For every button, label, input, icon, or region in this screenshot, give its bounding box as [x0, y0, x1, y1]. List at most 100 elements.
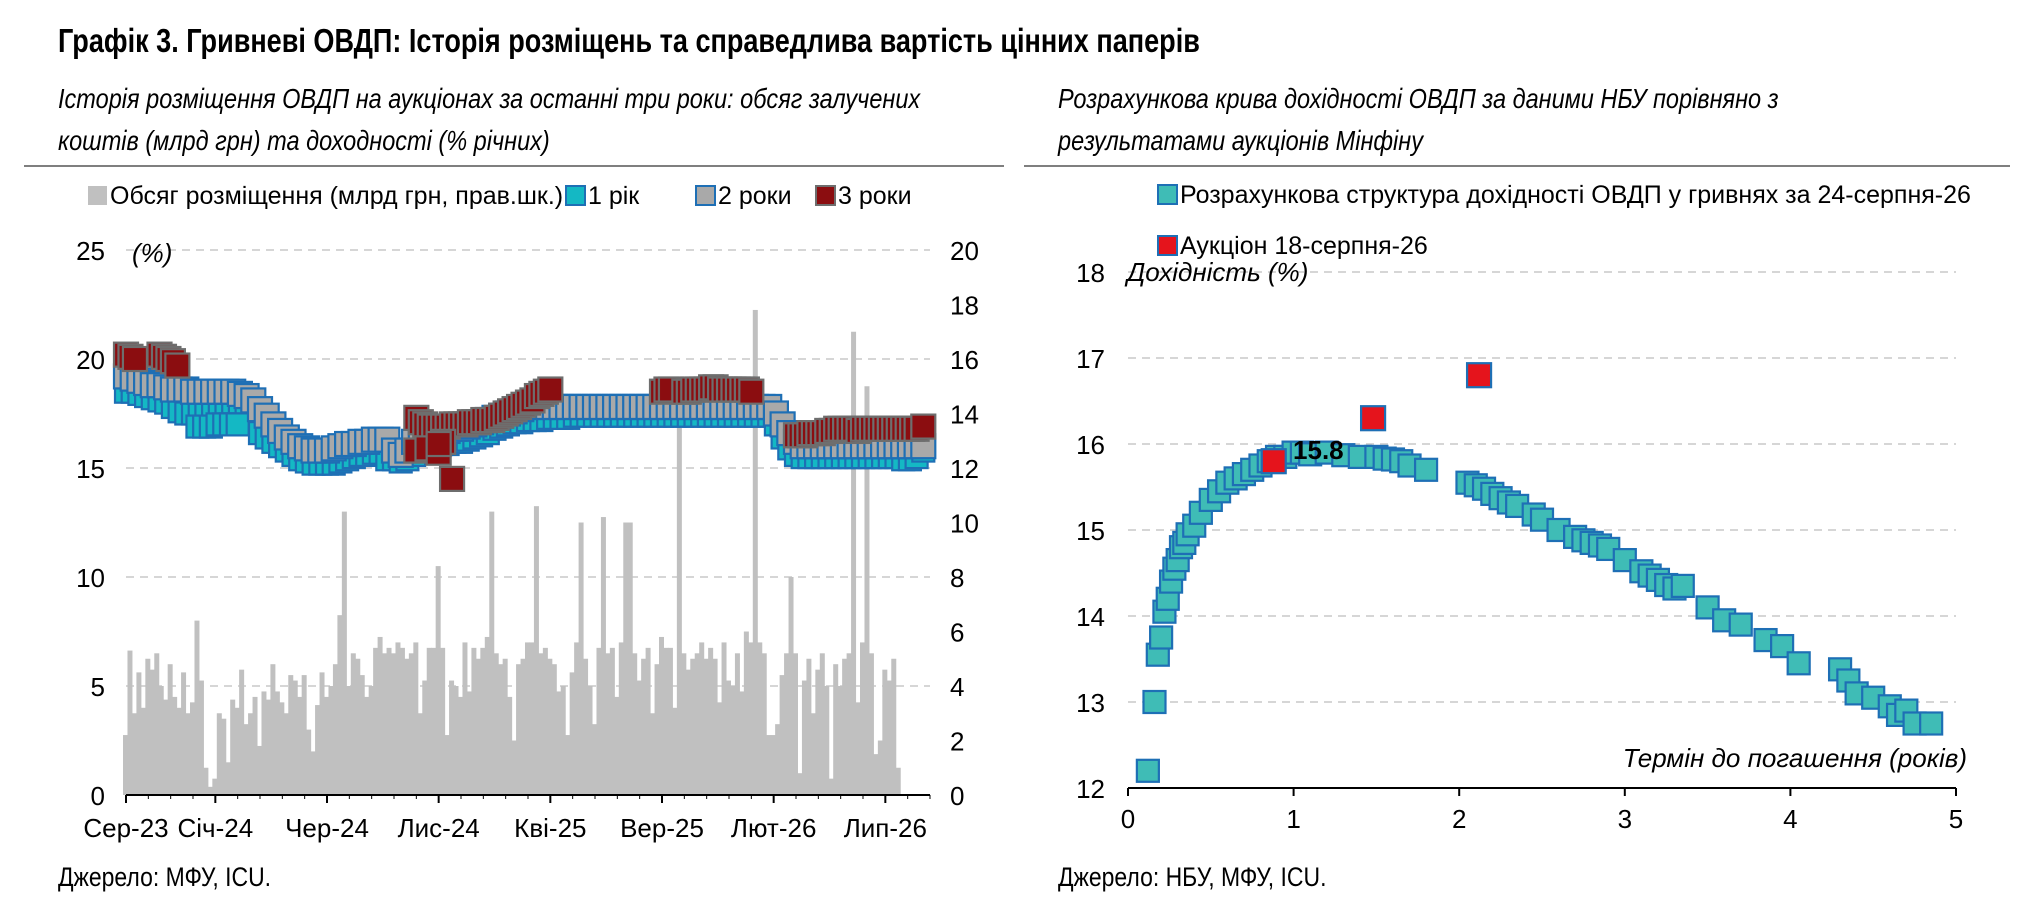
- volume-bar: [761, 653, 767, 795]
- left-x-tick-label: Сер-23: [83, 813, 168, 843]
- volume-bar: [194, 620, 200, 795]
- volume-bar: [614, 696, 620, 795]
- left-y2-tick-label: 2: [950, 727, 964, 757]
- volume-bar: [252, 696, 258, 795]
- volume-bar: [310, 751, 316, 795]
- volume-bar: [685, 669, 691, 795]
- volume-bar: [355, 658, 361, 795]
- volume-bar: [413, 642, 419, 795]
- right-x-tick-label: 5: [1949, 804, 1963, 834]
- volume-bar: [243, 724, 249, 795]
- volume-bar: [234, 707, 240, 795]
- volume-bar: [292, 680, 298, 795]
- right-x-tick-label: 0: [1121, 804, 1135, 834]
- left-y-tick-label: 0: [91, 781, 105, 811]
- volume-bar: [440, 647, 446, 795]
- volume-bar: [810, 713, 816, 795]
- volume-bar: [319, 672, 325, 795]
- right-x-tick-label: 4: [1783, 804, 1797, 834]
- volume-bar: [198, 680, 204, 795]
- volume-bar: [667, 647, 673, 795]
- volume-bar: [131, 713, 137, 795]
- volume-bar: [154, 653, 160, 795]
- volume-bar: [592, 724, 597, 795]
- right-x-tick-label: 1: [1286, 804, 1300, 834]
- volume-bar: [190, 702, 195, 795]
- volume-bar: [645, 647, 651, 795]
- yield-curve-point: [1413, 457, 1439, 482]
- volume-bar: [475, 658, 481, 795]
- volume-bar: [618, 642, 624, 795]
- volume-bar: [426, 647, 432, 795]
- three-year-yield-point: [910, 413, 937, 440]
- volume-bar: [516, 664, 522, 795]
- volume-bar: [663, 647, 669, 795]
- volume-bar: [480, 647, 486, 795]
- volume-bar: [775, 724, 781, 795]
- right-y-tick-label: 13: [1076, 688, 1105, 718]
- volume-bar: [181, 672, 187, 795]
- auction-point: [1359, 405, 1387, 432]
- volume-bar: [136, 672, 142, 795]
- volume-bar: [444, 735, 450, 795]
- volume-bar: [623, 522, 629, 795]
- volume-bar: [453, 686, 459, 795]
- volume-bar: [600, 517, 606, 795]
- volume-bar: [172, 696, 178, 795]
- volume-bar: [399, 647, 405, 795]
- volume-bar: [332, 664, 338, 795]
- volume-bar: [730, 686, 736, 795]
- volume-bar: [824, 686, 830, 795]
- volume-bar: [636, 680, 642, 795]
- volume-bar: [609, 647, 615, 795]
- right-source-note: Джерело: НБУ, МФУ, ICU.: [1058, 862, 1327, 892]
- volume-bar: [377, 636, 383, 795]
- left-y-tick-label: 20: [76, 345, 105, 375]
- volume-bar: [270, 664, 276, 795]
- volume-bar: [654, 664, 660, 795]
- three-year-yield-point: [738, 378, 765, 405]
- left-y2-tick-label: 16: [950, 345, 979, 375]
- volume-bar: [279, 702, 285, 795]
- volume-bar: [431, 647, 437, 795]
- volume-bar: [359, 675, 365, 795]
- volume-bar: [574, 642, 580, 795]
- volume-bar: [828, 778, 834, 795]
- three-year-yield-point: [425, 430, 452, 458]
- volume-bar: [556, 691, 562, 795]
- volume-bar: [341, 511, 347, 795]
- volume-bar: [681, 653, 687, 795]
- left-y-axis-label: (%): [132, 238, 172, 268]
- right-legend-label-curve: Розрахункова структура дохідності ОВДП у…: [1180, 181, 1971, 209]
- volume-bar: [507, 696, 513, 795]
- annotation-label: 15.8: [1293, 435, 1344, 465]
- auction-point: [1260, 448, 1287, 475]
- volume-bar: [533, 506, 539, 795]
- volume-bar: [274, 691, 280, 795]
- volume-bar: [784, 653, 790, 795]
- left-subtitle-line-2: коштів (млрд грн) та доходності (% річни…: [58, 125, 550, 156]
- right-y-tick-label: 17: [1076, 344, 1105, 374]
- right-subtitle-line-2: результатами аукціонів Мінфіну: [1058, 125, 1423, 156]
- volume-bar: [605, 653, 611, 795]
- volume-bar: [717, 702, 723, 795]
- volume-bar: [833, 664, 839, 795]
- left-y2-tick-label: 10: [950, 509, 979, 539]
- volume-bar: [382, 653, 388, 795]
- volume-bar: [368, 686, 374, 795]
- volume-bar: [882, 669, 888, 795]
- left-x-tick-label: Лис-24: [398, 813, 480, 843]
- volume-bar: [248, 713, 254, 795]
- volume-bar: [140, 707, 146, 795]
- right-y-tick-label: 12: [1076, 774, 1105, 804]
- volume-bar: [239, 669, 245, 795]
- left-subtitle-line-1: Історія розміщення ОВДП на аукціонах за …: [58, 83, 921, 114]
- volume-bar: [207, 786, 213, 795]
- right-x-tick-label: 3: [1618, 804, 1632, 834]
- volume-bar: [788, 577, 794, 795]
- volume-bar: [672, 707, 678, 795]
- volume-bar: [547, 658, 553, 795]
- volume-bar: [815, 669, 821, 795]
- right-legend-label-auction: Аукціон 18-серпня-26: [1180, 232, 1428, 260]
- volume-bar: [886, 680, 892, 795]
